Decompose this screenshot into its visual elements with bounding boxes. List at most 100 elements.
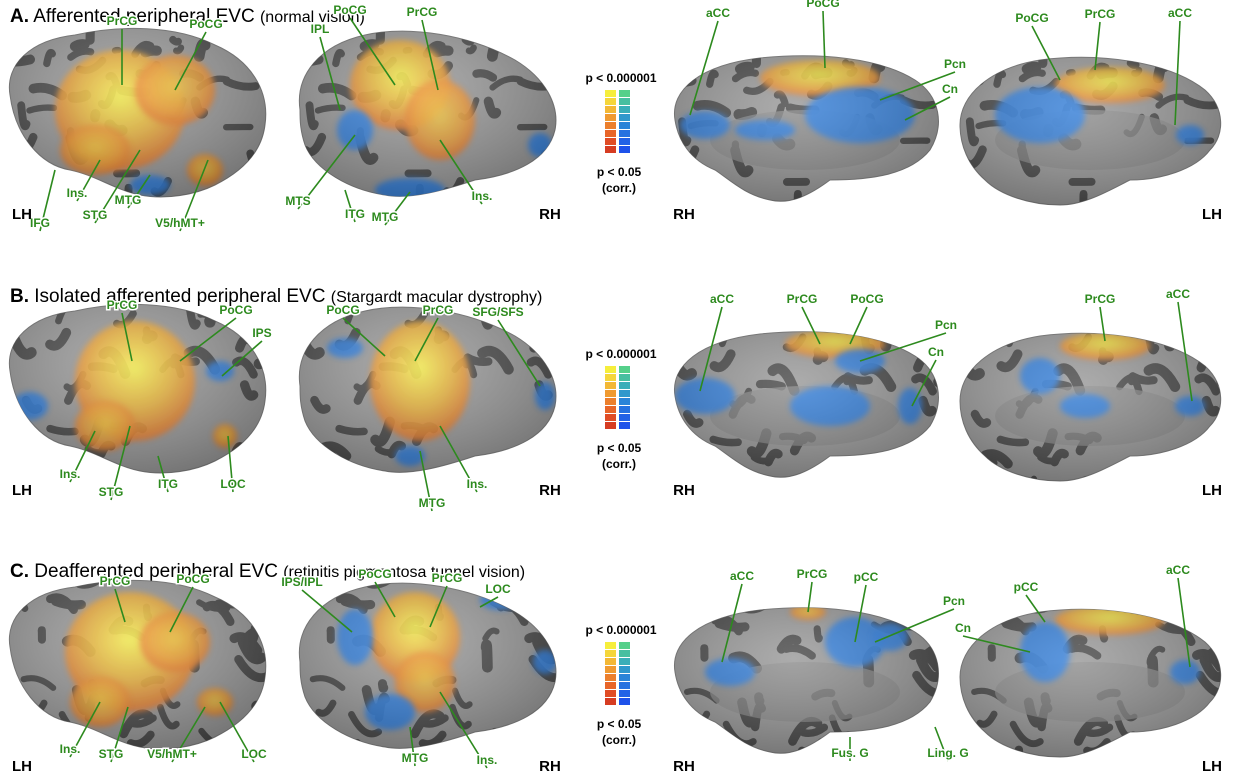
colorbar-warm-swatch — [605, 138, 616, 145]
leader-line — [349, 17, 396, 86]
colorbar-warm-swatch — [605, 698, 616, 705]
leader-line — [1177, 577, 1191, 668]
leader-line — [849, 306, 868, 345]
region-label: IFG — [30, 216, 50, 230]
brain-med-l-a — [959, 56, 1222, 206]
colorbar: p < 0.000001 p < 0.05 (corr.) — [585, 623, 656, 747]
region-label: PrCG — [787, 292, 818, 306]
leader-line — [1094, 21, 1101, 71]
leader-line — [807, 581, 813, 613]
region-label: PrCG — [797, 567, 828, 581]
colorbar-top-label: p < 0.000001 — [585, 347, 656, 361]
region-label: V5/hMT+ — [155, 216, 205, 230]
colorbar-cool-swatch — [619, 698, 630, 705]
colorbar-warm-swatch — [605, 674, 616, 681]
leader-line — [421, 19, 439, 91]
region-label: MTG — [115, 193, 142, 207]
hemisphere-label: RH — [673, 206, 695, 223]
region-label: aCC — [1166, 287, 1190, 301]
colorbar-cool-swatch — [619, 406, 630, 413]
region-label: aCC — [1168, 6, 1192, 20]
colorbar-cool-swatch — [619, 146, 630, 153]
leader-line — [1177, 301, 1193, 402]
leader-line — [179, 317, 237, 362]
region-label: Ins. — [60, 742, 81, 756]
leader-line — [1025, 594, 1046, 623]
region-label: pCC — [854, 570, 879, 584]
leader-line — [374, 581, 396, 618]
region-label: Cn — [955, 621, 971, 635]
leader-line — [419, 450, 433, 512]
leader-line — [169, 586, 194, 633]
panel-b-title: B. Isolated afferented peripheral EVC (S… — [10, 286, 542, 308]
colorbar-warm-swatch — [605, 98, 616, 105]
brain-med-r-c — [673, 607, 939, 754]
region-label: ITG — [345, 207, 365, 221]
colorbar-cool-swatch — [619, 674, 630, 681]
region-label: PrCG — [107, 298, 138, 312]
region-label: PrCG — [432, 571, 463, 585]
region-label: PrCG — [407, 5, 438, 19]
region-label: Ins. — [60, 467, 81, 481]
colorbar-warm-swatch — [605, 90, 616, 97]
colorbar-cool-swatch — [619, 390, 630, 397]
colorbar-warm-swatch — [605, 422, 616, 429]
leader-line — [174, 31, 207, 91]
region-label: PoCG — [326, 303, 359, 317]
colorbar-cool-swatch — [619, 114, 630, 121]
region-label: IPL — [311, 22, 330, 36]
colorbar: p < 0.000001 p < 0.05 (corr.) — [585, 71, 656, 195]
region-label: PrCG — [1085, 292, 1116, 306]
colorbar-top-label: p < 0.000001 — [585, 71, 656, 85]
leader-line — [409, 726, 416, 767]
brain-lat-r-b — [298, 306, 557, 473]
region-label: Ling. G — [927, 746, 968, 760]
region-label: LOC — [241, 747, 267, 761]
colorbar-warm-swatch — [605, 406, 616, 413]
panel-a-subtitle: (normal vision) — [259, 9, 365, 26]
region-label: Pcn — [935, 318, 957, 332]
leader-line — [689, 20, 719, 116]
colorbar-warm-swatch — [605, 146, 616, 153]
panel-a-title: A. Afferented peripheral EVC (normal vis… — [10, 6, 365, 28]
colorbar: p < 0.000001 p < 0.05 (corr.) — [585, 347, 656, 471]
colorbar-corr-label: (corr.) — [602, 733, 636, 747]
colorbar-warm-swatch — [605, 658, 616, 665]
colorbar-cool-swatch — [619, 374, 630, 381]
region-label: Pcn — [943, 594, 965, 608]
leader-line — [962, 635, 1031, 653]
leader-line — [319, 36, 341, 111]
region-label: PoCG — [358, 567, 391, 581]
region-label: Fus. G — [831, 746, 868, 760]
region-label: PrCG — [1085, 7, 1116, 21]
hemisphere-label: RH — [539, 206, 561, 223]
brain-med-r-a — [673, 55, 939, 202]
region-label: MTG — [402, 751, 429, 765]
hemisphere-label: LH — [12, 758, 32, 775]
colorbar-warm-swatch — [605, 642, 616, 649]
colorbar-bottom-label: p < 0.05 — [597, 441, 642, 455]
panel-b-subtitle: (Stargardt macular dystrophy) — [330, 289, 543, 306]
region-label: ITG — [158, 477, 178, 491]
leader-line — [301, 589, 353, 633]
leader-line — [934, 726, 949, 762]
hemisphere-label: RH — [539, 758, 561, 775]
region-label: aCC — [730, 569, 754, 583]
colorbar-corr-label: (corr.) — [602, 181, 636, 195]
hemisphere-label: RH — [673, 758, 695, 775]
region-label: aCC — [710, 292, 734, 306]
leader-line — [227, 435, 234, 493]
colorbar-warm-swatch — [605, 106, 616, 113]
hemisphere-label: RH — [539, 482, 561, 499]
hemisphere-label: LH — [12, 206, 32, 223]
region-label: PoCG — [189, 17, 222, 31]
region-label: Pcn — [944, 57, 966, 71]
leader-line — [384, 191, 411, 226]
brain-med-l-b — [959, 332, 1222, 482]
region-label: Ins. — [477, 753, 498, 767]
leader-line — [699, 306, 723, 392]
colorbar-warm-swatch — [605, 114, 616, 121]
leader-line — [39, 169, 56, 232]
leader-line — [439, 691, 488, 769]
colorbar-cool-swatch — [619, 90, 630, 97]
